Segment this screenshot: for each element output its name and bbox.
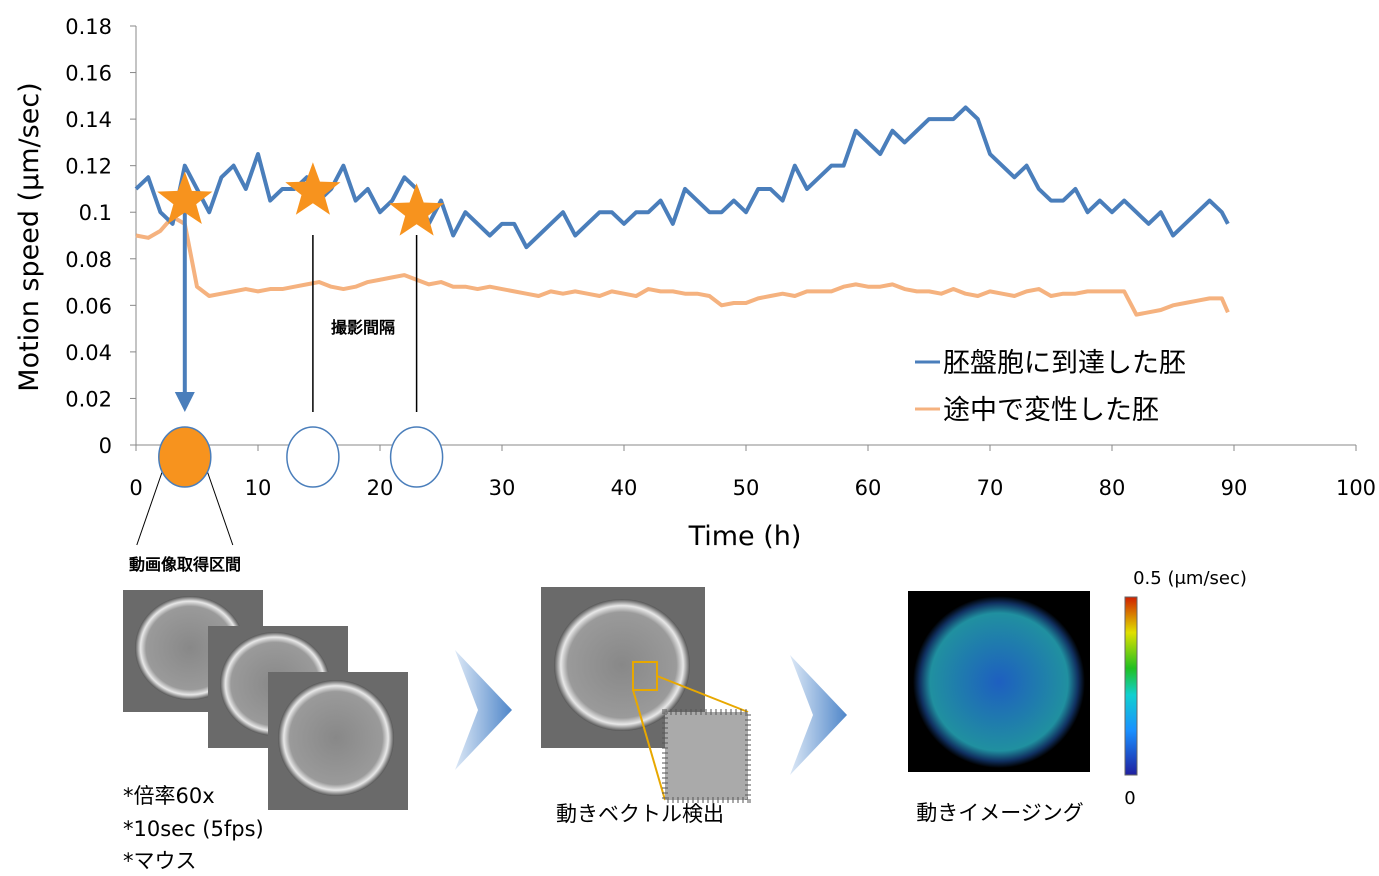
legend-label: 胚盤胞に到達した胚 — [943, 348, 1186, 379]
condition: *倍率60x — [123, 784, 215, 808]
capture-circle — [389, 426, 444, 488]
x-tick-label: 100 — [1336, 476, 1376, 500]
connector — [206, 469, 234, 546]
motion-heatmap — [908, 591, 1090, 772]
annotation: 撮影間隔 — [331, 318, 395, 337]
y-tick-label: 0.08 — [65, 248, 112, 272]
x-tick-label: 70 — [977, 476, 1004, 500]
x-tick-label: 40 — [611, 476, 638, 500]
arrow — [455, 650, 512, 770]
x-tick-label: 20 — [367, 476, 394, 500]
colorbar-label: 0.5 (μm/sec) — [1133, 568, 1247, 589]
condition: *マウス — [123, 849, 197, 872]
colorbar — [1124, 596, 1138, 776]
label: 動きイメージング — [916, 801, 1084, 825]
label: 動きベクトル検出 — [556, 802, 724, 826]
connector — [136, 469, 164, 546]
colorbar-label: 0 — [1124, 788, 1135, 809]
micrograph-stack — [123, 590, 408, 810]
x-tick-label: 60 — [855, 476, 882, 500]
x-tick-label: 0 — [129, 476, 142, 500]
y-tick-label: 0.16 — [65, 62, 112, 86]
y-axis-title: Motion speed (μm/sec) — [14, 82, 45, 391]
legend-label: 途中で変性した胚 — [943, 395, 1159, 426]
line-series — [134, 105, 1230, 250]
y-tick-label: 0.04 — [65, 341, 112, 365]
y-tick-label: 0.06 — [65, 294, 112, 318]
x-tick-label: 50 — [733, 476, 760, 500]
y-tick-label: 0 — [99, 434, 112, 458]
line-series — [135, 214, 1230, 317]
condition: *10sec (5fps) — [123, 817, 264, 841]
x-tick-label: 80 — [1099, 476, 1126, 500]
y-tick-label: 0.02 — [65, 387, 112, 411]
x-tick-label: 90 — [1221, 476, 1248, 500]
capture-star — [157, 171, 213, 225]
y-tick-label: 0.18 — [65, 15, 112, 39]
capture-circle — [158, 426, 212, 488]
vector-image — [541, 587, 751, 803]
x-tick-label: 10 — [245, 476, 272, 500]
capture-star — [389, 183, 445, 236]
arrowhead — [174, 392, 195, 412]
capture-circle — [286, 426, 340, 488]
x-tick-label: 30 — [489, 476, 516, 500]
y-tick-label: 0.14 — [65, 108, 112, 132]
arrow — [790, 655, 847, 775]
x-axis-title: Time (h) — [688, 521, 802, 552]
y-tick-label: 0.12 — [65, 155, 112, 179]
capture-star — [285, 162, 341, 215]
y-tick-label: 0.1 — [79, 201, 112, 225]
label: 動画像取得区間 — [129, 555, 241, 574]
